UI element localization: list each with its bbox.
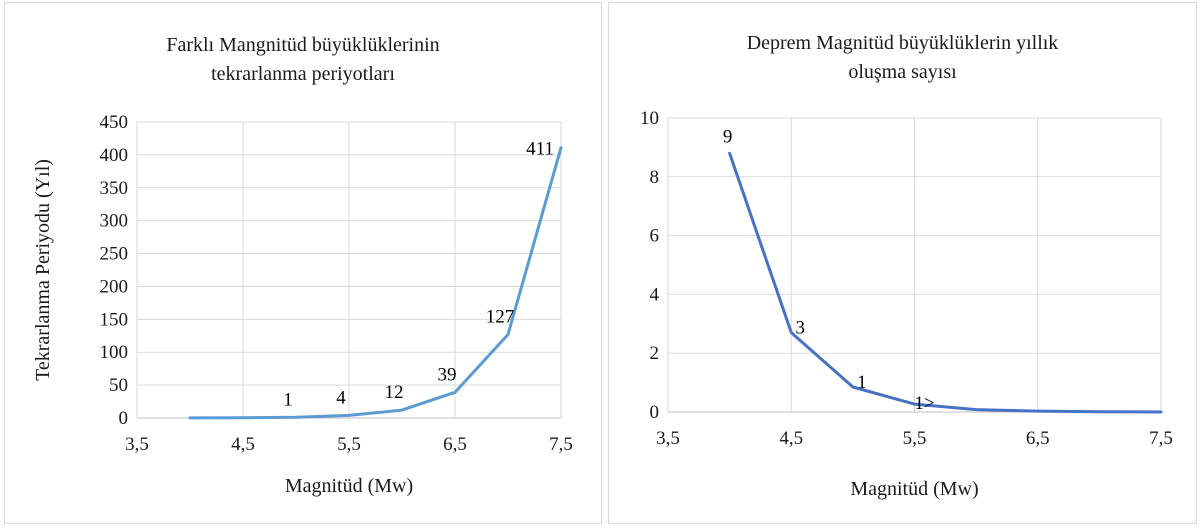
data-label: 127	[486, 306, 515, 327]
data-label: 39	[438, 364, 457, 385]
data-label: 1	[283, 389, 293, 410]
chart-title: Farklı Mangnitüd büyüklüklerinin tekrarl…	[5, 31, 601, 89]
y-tick-label: 0	[650, 402, 660, 423]
y-tick-label: 4	[650, 284, 660, 305]
x-axis-title: Magnitüd (Mw)	[285, 475, 413, 497]
y-tick-label: 6	[650, 226, 660, 247]
chart-title-line-2: oluşma sayısı	[848, 61, 957, 83]
y-tick-label: 8	[650, 167, 660, 188]
x-tick-label: 3,5	[125, 434, 149, 455]
y-tick-label: 400	[100, 145, 129, 166]
chart-title-line-2: tekrarlanma periyotları	[211, 63, 395, 85]
y-tick-label: 0	[119, 408, 129, 429]
chart-plot-area: 0 50 100 150 200 250 300 350 400 450 3,5 4,5 5,5 6,5 7…	[32, 112, 573, 497]
data-label: 9	[723, 126, 733, 147]
data-label: 3	[796, 318, 806, 339]
y-tick-label: 2	[650, 343, 660, 364]
x-axis-title: Magnitüd (Mw)	[850, 478, 978, 500]
x-tick-label: 7,5	[549, 434, 573, 455]
x-tick-label: 3,5	[656, 428, 680, 449]
data-label: 1	[857, 372, 867, 393]
chart-title-line-1: Deprem Magnitüd büyüklüklerin yıllık	[746, 32, 1059, 54]
data-label: 4	[336, 387, 346, 408]
x-tick-label: 6,5	[443, 434, 467, 455]
chart-panel-return-period: Farklı Mangnitüd büyüklüklerinin tekrarl…	[4, 2, 602, 524]
chart-plot-area: 0 2 4 6 8 10 3,5 4,5 5,5 6,5 7,5 9 3 1 1> Magnitüd (Mw)	[640, 108, 1173, 500]
x-tick-label: 5,5	[337, 434, 361, 455]
x-tick-label: 4,5	[779, 428, 803, 449]
y-tick-label: 150	[100, 309, 129, 330]
data-label: 411	[526, 139, 554, 160]
chart-title: Deprem Magnitüd büyüklüklerin yıllık olu…	[609, 29, 1196, 87]
y-tick-label: 450	[100, 112, 129, 133]
y-tick-label: 100	[100, 342, 129, 363]
x-tick-label: 7,5	[1149, 428, 1173, 449]
series-line	[188, 146, 563, 420]
series-line	[728, 151, 1163, 414]
y-tick-label: 10	[640, 108, 659, 129]
x-tick-label: 4,5	[231, 434, 255, 455]
chart-title-line-1: Farklı Mangnitüd büyüklüklerinin	[166, 34, 440, 56]
y-tick-label: 50	[109, 375, 128, 396]
y-tick-label: 300	[100, 211, 129, 232]
data-label: 1>	[914, 393, 934, 414]
x-tick-label: 5,5	[903, 428, 927, 449]
x-tick-label: 6,5	[1026, 428, 1050, 449]
chart-panel-annual-occurrence: Deprem Magnitüd büyüklüklerin yıllık olu…	[608, 2, 1197, 524]
y-tick-label: 250	[100, 244, 129, 265]
y-axis-title: Tekrarlanma Periyodu (Yıl)	[32, 159, 54, 381]
y-tick-label: 200	[100, 276, 129, 297]
data-label: 12	[385, 382, 404, 403]
y-tick-label: 350	[100, 178, 129, 199]
